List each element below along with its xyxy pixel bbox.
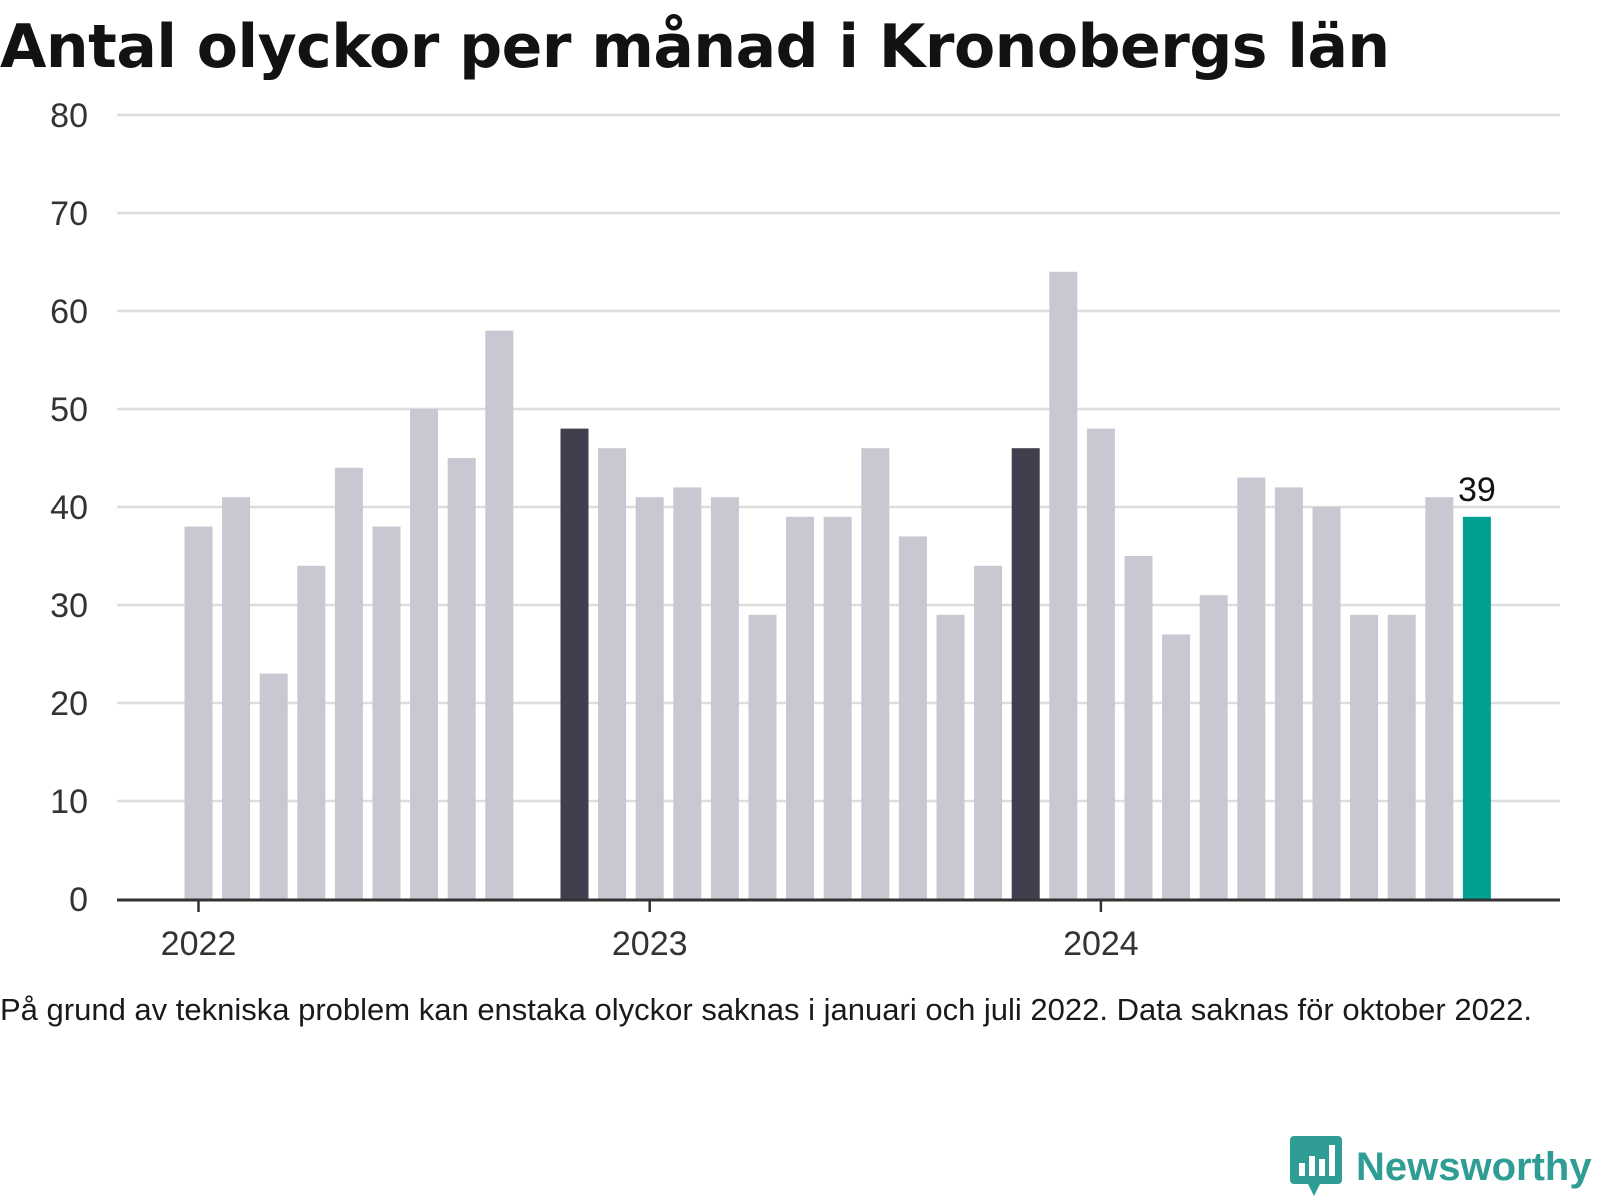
x-tick-label: 2023: [612, 925, 688, 960]
bar: [485, 330, 514, 900]
bar: [184, 526, 213, 899]
bar: [823, 516, 852, 899]
bar: [1011, 448, 1040, 899]
y-tick-label: 60: [50, 293, 88, 331]
y-tick-label: 30: [50, 587, 88, 625]
bar: [1049, 271, 1078, 899]
y-tick-label: 70: [50, 195, 88, 233]
bar: [861, 448, 890, 899]
y-tick-label: 50: [50, 391, 88, 429]
bar: [1274, 487, 1303, 899]
bar: [1462, 516, 1491, 899]
bar: [447, 458, 476, 899]
y-tick-label: 0: [69, 881, 88, 919]
bar: [1199, 595, 1228, 899]
chart-title: Antal olyckor per månad i Kronobergs län: [0, 12, 1390, 82]
bar: [1237, 477, 1266, 899]
bar: [748, 614, 777, 899]
bar: [334, 467, 363, 899]
x-tick-label: 2022: [161, 925, 237, 960]
bar: [898, 536, 927, 899]
y-tick-label: 10: [50, 783, 88, 821]
y-tick-label: 20: [50, 685, 88, 723]
bar: [673, 487, 702, 899]
bar: [259, 673, 288, 899]
x-tick-label: 2024: [1063, 925, 1139, 960]
bar: [372, 526, 401, 899]
brand-name: Newsworthy: [1356, 1144, 1592, 1189]
bar: [710, 497, 739, 899]
bar: [1162, 634, 1191, 899]
bar: [297, 565, 326, 899]
bar: [936, 614, 965, 899]
bar: [1350, 614, 1379, 899]
bar: [598, 448, 627, 899]
data-label: 39: [1458, 471, 1496, 509]
bar: [1387, 614, 1416, 899]
bar: [1124, 556, 1153, 899]
bar: [1086, 428, 1115, 899]
newsworthy-bar-chart-icon: [1290, 1136, 1342, 1196]
bar: [786, 516, 815, 899]
bar: [974, 565, 1003, 899]
bar: [1425, 497, 1454, 899]
footnote: På grund av tekniska problem kan enstaka…: [0, 992, 1532, 1027]
y-tick-label: 40: [50, 489, 88, 527]
bar: [1312, 507, 1341, 899]
bar: [560, 428, 589, 899]
newsworthy-logo[interactable]: Newsworthy: [1290, 1136, 1592, 1198]
bar: [222, 497, 251, 899]
bar-chart: 0 10 20 30 40 50 60 70 80 2022 2023 2024 39: [50, 97, 1560, 960]
bar: [635, 497, 664, 899]
y-tick-label: 80: [50, 97, 88, 135]
bar: [410, 409, 439, 899]
